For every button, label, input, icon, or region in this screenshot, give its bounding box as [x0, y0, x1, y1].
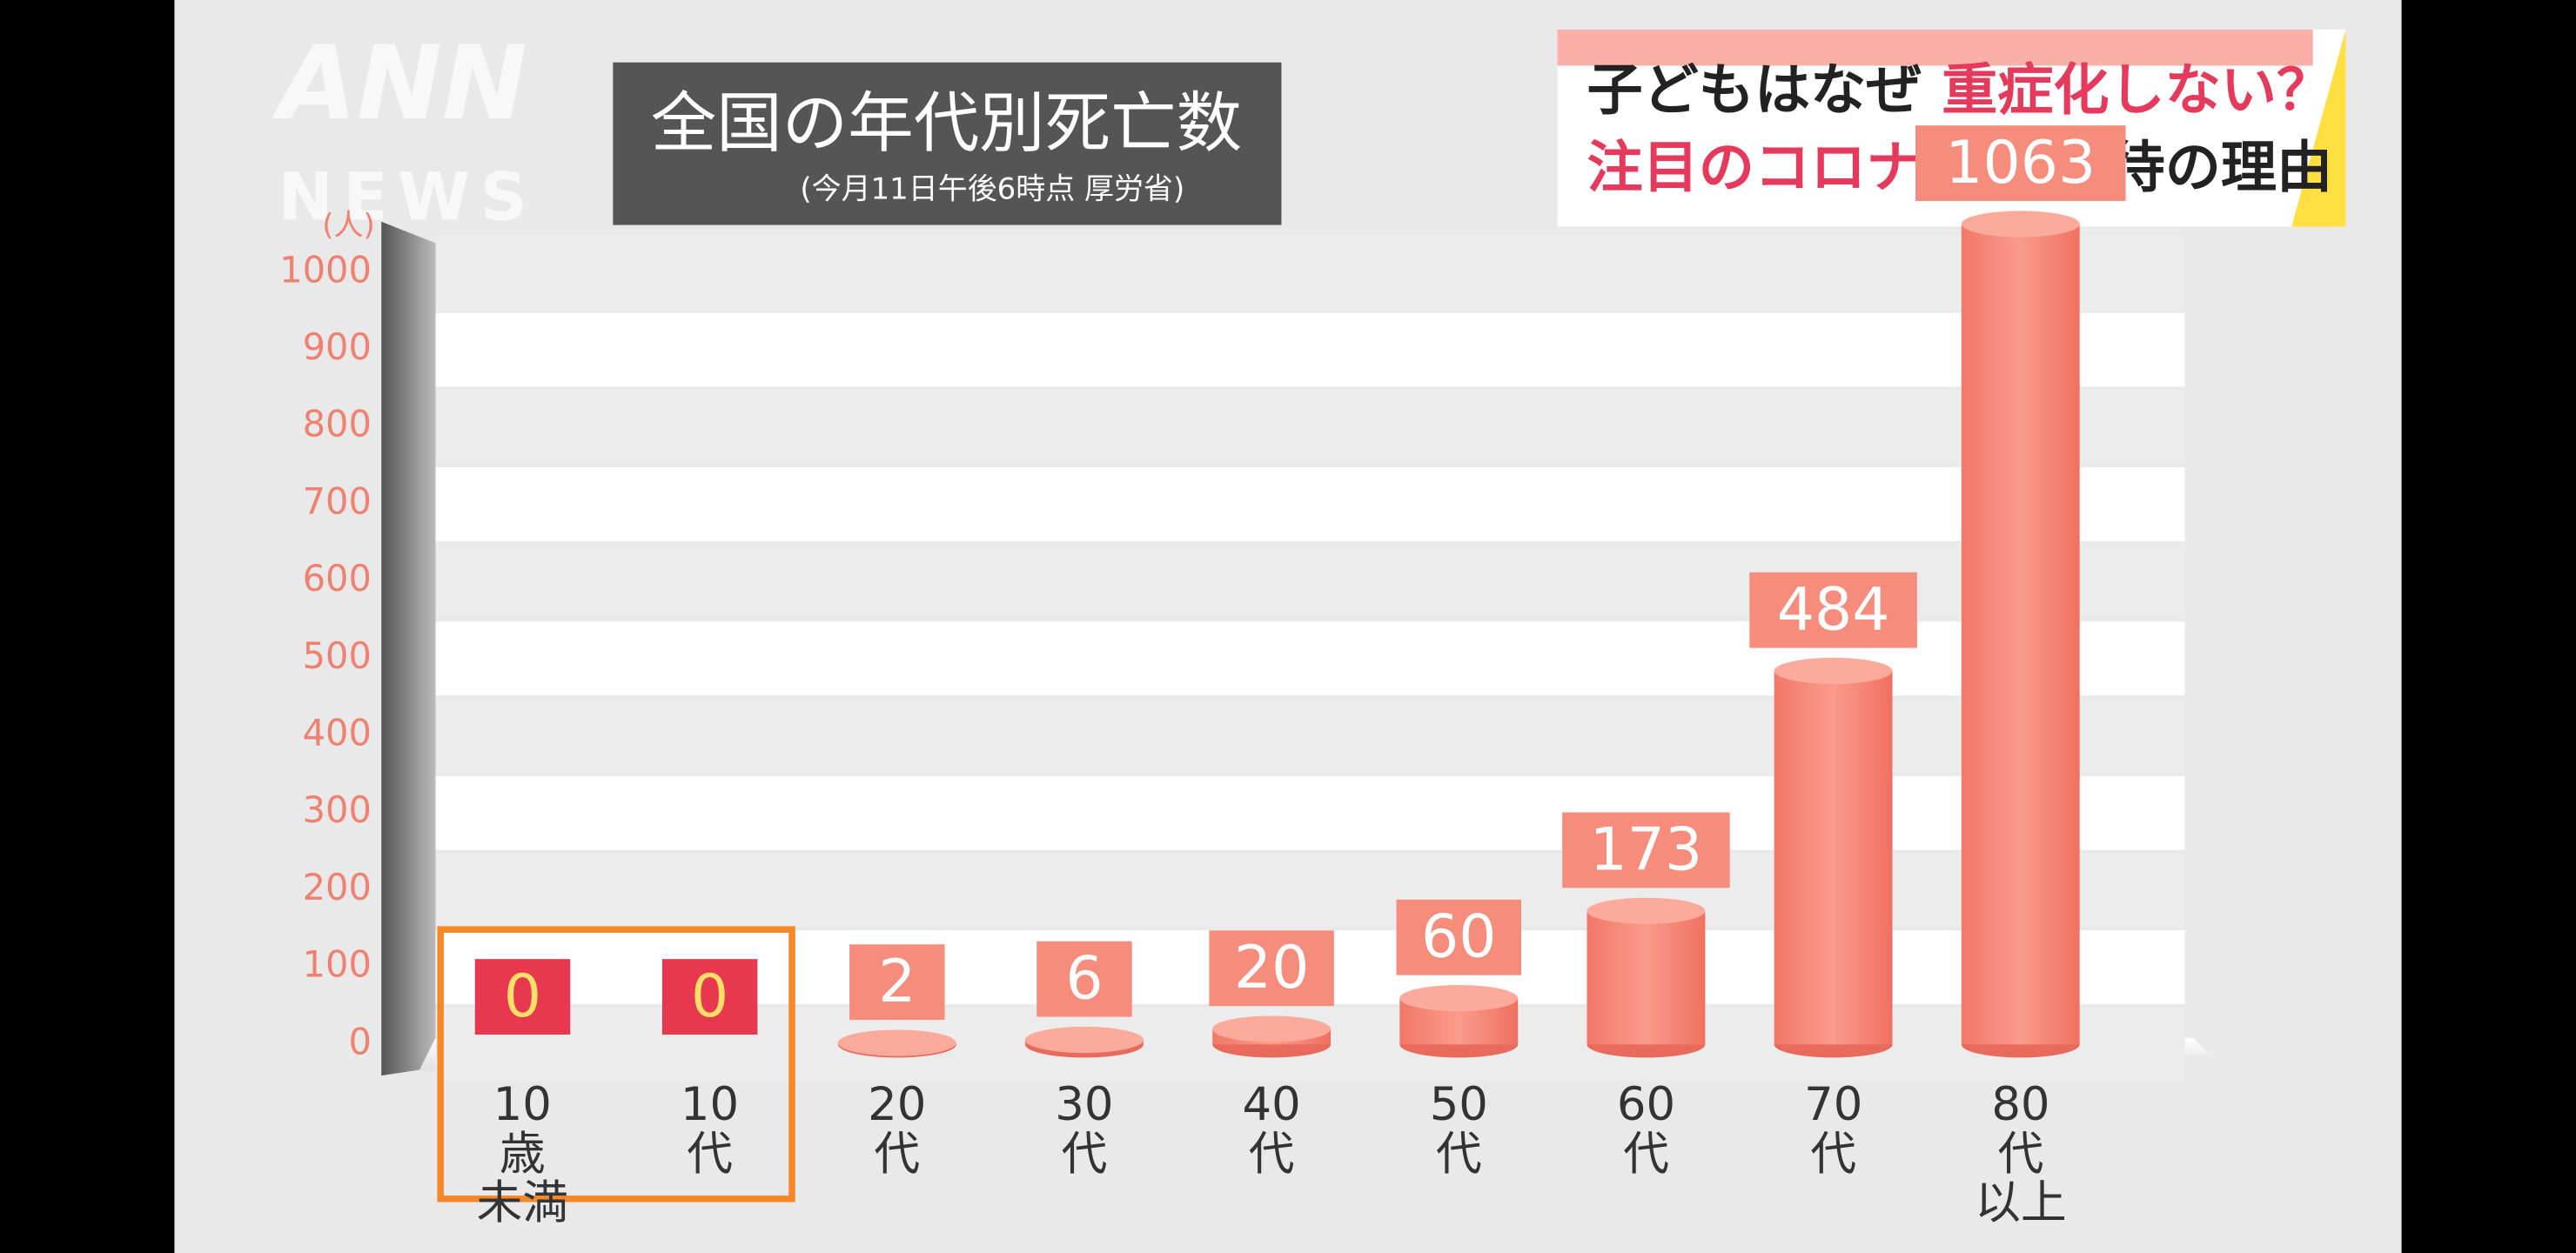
title-box — [613, 62, 1282, 225]
bar — [1774, 670, 1893, 1045]
grid-band — [435, 775, 2185, 850]
chart-subtitle: (今月11日午後6時点 厚労省) — [800, 171, 1184, 206]
headline-part: 重症化しない？ — [1942, 57, 2332, 123]
x-tick-label: 30代 — [1055, 1078, 1114, 1181]
value-label-box — [849, 944, 945, 1021]
logo: NEWS — [278, 159, 538, 236]
bar — [1961, 224, 2080, 1045]
headline: 子どもはなぜ 重症化しない？ — [1587, 57, 2332, 123]
marks: 0 0 2 6 20 60 173 484 1063 — [474, 125, 2126, 1058]
axis-wall — [381, 221, 436, 1076]
y-tick-label: 0 — [348, 1020, 371, 1062]
x-tick-label: 20代 — [868, 1078, 927, 1181]
logo: ANN — [272, 23, 527, 143]
grid-band — [435, 853, 2185, 928]
value-label: 1063 — [1945, 129, 2096, 198]
grid-band — [435, 235, 2185, 310]
value-label-box — [1036, 941, 1132, 1017]
x-tick-label: 10歳 未満 — [476, 1078, 569, 1230]
value-label-box — [1562, 812, 1730, 888]
x-tick-label: 80代 以上 — [1975, 1078, 2067, 1230]
bar-top — [1212, 1015, 1332, 1042]
value-label: 484 — [1777, 575, 1890, 644]
value-label-box — [1749, 572, 1917, 648]
value-label: 60 — [1421, 903, 1496, 972]
grid-band — [435, 390, 2185, 465]
bar-top — [1587, 897, 1706, 924]
bar-top — [1774, 657, 1893, 685]
y-tick-label: 900 — [303, 325, 372, 368]
y-tick-label: 1000 — [279, 248, 372, 291]
y-tick-label: 500 — [303, 634, 372, 677]
x-tick-label: 60代 — [1616, 1078, 1676, 1181]
y-tick-label: 800 — [303, 403, 372, 446]
chart-title: 全国の年代別死亡数 — [651, 85, 1242, 162]
y-tick-label: 200 — [303, 866, 372, 908]
value-label-box — [1396, 899, 1521, 975]
bar — [1587, 910, 1706, 1045]
headline-part: 子どもはなぜ — [1587, 57, 1922, 123]
bar-top — [1399, 984, 1519, 1012]
y-axis-label: (人) — [322, 208, 374, 243]
headline-stripe — [1557, 29, 2313, 66]
value-label-box — [1915, 125, 2126, 201]
grid-band — [435, 312, 2185, 387]
y-tick-label: 700 — [303, 479, 372, 522]
value-label: 2 — [878, 948, 916, 1016]
bar-top — [1961, 211, 2080, 238]
highlight-frame — [437, 926, 795, 1203]
x-tick-label: 10代 — [680, 1078, 740, 1181]
value-label-box — [474, 959, 571, 1035]
value-label: 20 — [1234, 934, 1309, 1002]
value-label: 0 — [691, 962, 728, 1031]
bar-top — [837, 1029, 956, 1056]
y-tick-label: 600 — [303, 557, 372, 600]
x-tick-label: 40代 — [1242, 1078, 1301, 1181]
bar-top — [1025, 1026, 1144, 1054]
value-label-box — [661, 959, 758, 1035]
grid-band — [435, 544, 2185, 619]
x-tick-label: 70代 — [1804, 1078, 1863, 1181]
value-label: 6 — [1065, 944, 1103, 1013]
y-tick-label: 400 — [303, 712, 372, 754]
y-tick-label: 300 — [303, 788, 372, 831]
y-tick-label: 100 — [303, 943, 372, 986]
value-label: 0 — [504, 962, 541, 1031]
value-label-box — [1209, 930, 1334, 1007]
grid-band — [435, 466, 2185, 541]
x-tick-label: 50代 — [1429, 1078, 1488, 1181]
grid-band — [435, 621, 2185, 696]
value-label: 173 — [1590, 815, 1703, 884]
grid-band — [435, 699, 2185, 773]
